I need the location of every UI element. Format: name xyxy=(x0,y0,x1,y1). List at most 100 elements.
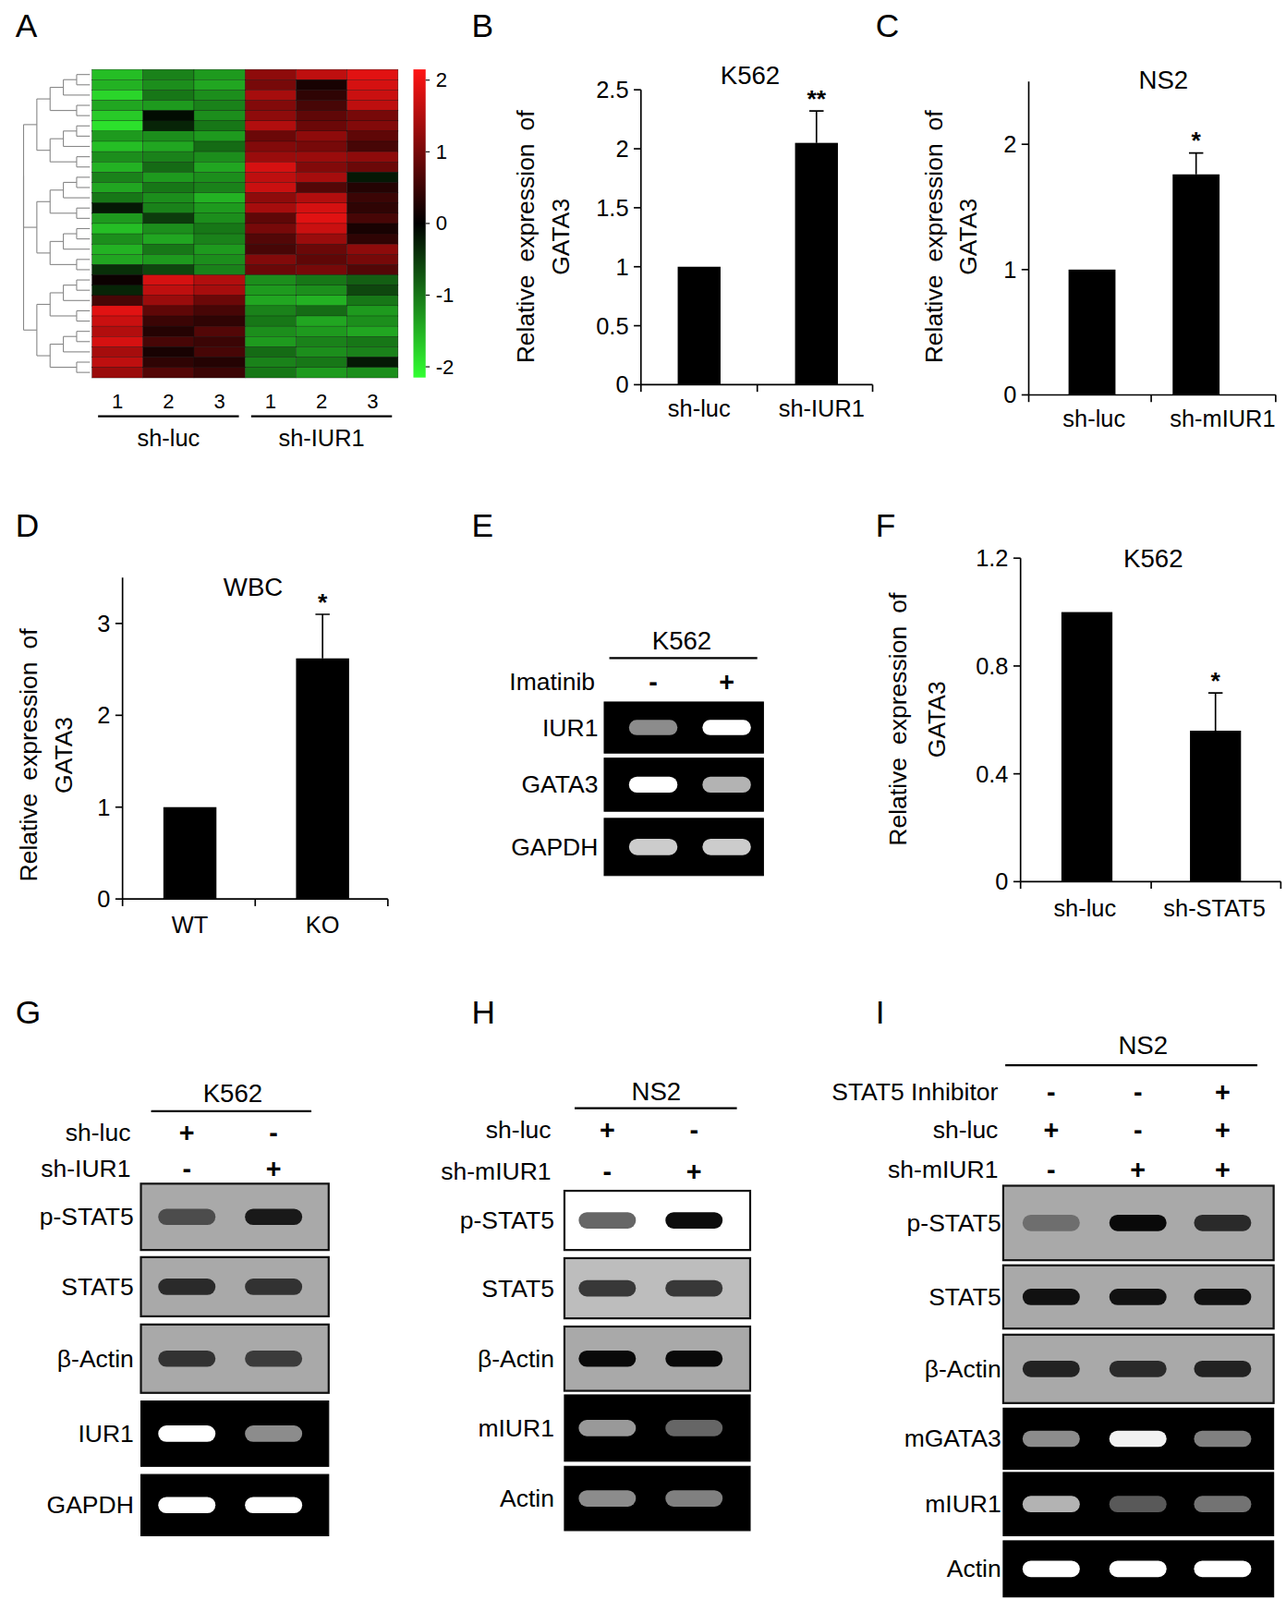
dendrogram-branch xyxy=(36,98,50,100)
heatmap-cell xyxy=(244,275,296,286)
heatmap-cell xyxy=(143,171,195,182)
heatmap-cell xyxy=(295,275,347,286)
y-axis-label: GATA3 xyxy=(546,198,575,276)
dendrogram-branch xyxy=(76,186,90,188)
heatmap-cell xyxy=(244,161,296,172)
lane-sign: + xyxy=(599,1115,616,1145)
row-label: Actin xyxy=(499,1484,555,1513)
row-label: GAPDH xyxy=(47,1491,134,1519)
band xyxy=(578,1280,636,1298)
heatmap-cell xyxy=(194,275,245,286)
band xyxy=(1193,1495,1251,1513)
heatmap-cell xyxy=(347,264,399,275)
y-tick xyxy=(115,806,123,809)
dendrogram-branch xyxy=(76,268,90,270)
heatmap-cell xyxy=(347,121,399,132)
heatmap-cell xyxy=(143,336,195,347)
y-tick-label: 1 xyxy=(1003,256,1017,283)
error-bar xyxy=(815,110,818,143)
dendrogram-branch xyxy=(36,201,50,203)
row-label: STAT5 xyxy=(928,1283,1002,1311)
x-tick-label: sh-luc xyxy=(667,395,731,422)
dendrogram-branch xyxy=(49,161,77,163)
heatmap xyxy=(92,69,399,378)
y-tick xyxy=(1021,394,1030,397)
heatmap-cell xyxy=(194,315,245,327)
heatmap-cell xyxy=(244,356,296,367)
heatmap-cell xyxy=(194,151,245,162)
band xyxy=(1022,1214,1080,1232)
lane-sign: - xyxy=(181,1153,192,1184)
marks xyxy=(1061,612,1241,883)
blot-row xyxy=(1003,1265,1274,1329)
heatmap-cell xyxy=(194,336,245,347)
heatmap-cell xyxy=(244,254,296,265)
x-tick xyxy=(387,898,389,907)
heatmap-cell xyxy=(92,110,144,122)
heatmap-cell xyxy=(143,326,195,337)
heatmap-cell xyxy=(194,213,245,224)
row-label: p-STAT5 xyxy=(907,1209,1002,1238)
band xyxy=(1193,1360,1251,1378)
y-tick-label: 2.5 xyxy=(595,76,629,103)
dendrogram-branch xyxy=(49,109,77,111)
y-tick-label: 1 xyxy=(615,254,629,280)
bar xyxy=(163,807,217,899)
x-tick xyxy=(640,384,643,392)
bar xyxy=(1189,730,1241,882)
column-label: 1 xyxy=(111,389,123,413)
y-axis xyxy=(121,577,124,899)
blot-title: K562 xyxy=(203,1079,263,1108)
heatmap-cell xyxy=(194,99,245,110)
heatmap-cell xyxy=(347,110,399,122)
blot-row xyxy=(564,1258,751,1319)
band xyxy=(244,1208,303,1226)
y-tick-label: 3 xyxy=(97,610,110,637)
dendrogram-branch xyxy=(63,181,77,183)
lane-sign: + xyxy=(266,1153,282,1184)
heatmap-cell xyxy=(92,131,144,142)
row-label: GATA3 xyxy=(521,770,598,799)
dendrogram-branch xyxy=(49,189,63,191)
heatmap-cell xyxy=(194,89,245,100)
heatmap-cell xyxy=(347,305,399,316)
heatmap-cell xyxy=(347,89,399,100)
band xyxy=(1109,1360,1167,1378)
group-line xyxy=(251,415,392,418)
title-line xyxy=(151,1110,312,1113)
heatmap-cell xyxy=(194,367,245,378)
heatmap-cell xyxy=(244,264,296,275)
dendrogram-branch xyxy=(63,300,91,302)
dendrogram-branch xyxy=(76,279,90,281)
heatmap-cell xyxy=(143,346,195,357)
x-tick xyxy=(254,898,256,907)
heatmap-cell xyxy=(143,121,195,132)
color-tick xyxy=(425,79,430,81)
y-tick-label: 1 xyxy=(97,794,110,821)
x-tick xyxy=(121,898,124,907)
dendrogram-branch xyxy=(76,125,90,127)
heatmap-cell xyxy=(92,233,144,244)
heatmap-cell xyxy=(92,151,144,162)
blot-row xyxy=(564,1466,751,1531)
heatmap-cell xyxy=(244,233,296,244)
row-label: STAT5 xyxy=(60,1273,134,1301)
blot-row xyxy=(1003,1540,1274,1598)
row-label: β-Actin xyxy=(477,1345,555,1373)
row-label: mIUR1 xyxy=(477,1414,554,1443)
y-tick-label: 0 xyxy=(615,371,629,398)
heatmap-cell xyxy=(244,69,296,80)
heatmap-cell xyxy=(295,121,347,132)
lane-sign: + xyxy=(179,1117,195,1148)
condition-label: sh-mIUR1 xyxy=(440,1157,551,1186)
band xyxy=(665,1350,723,1368)
heatmap-cell xyxy=(244,110,296,122)
condition-label: sh-mIUR1 xyxy=(887,1155,998,1184)
heatmap-cell xyxy=(92,264,144,275)
dendrogram-branch xyxy=(76,207,90,209)
dendrogram-branch xyxy=(63,130,77,132)
heatmap-cell xyxy=(143,233,195,244)
heatmap-cell xyxy=(295,233,347,244)
heatmap-cell xyxy=(347,275,399,286)
heatmap-cell xyxy=(295,89,347,100)
